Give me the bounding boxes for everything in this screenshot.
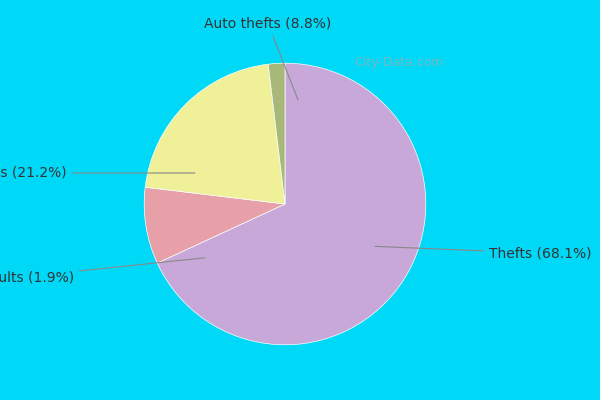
- Wedge shape: [144, 187, 285, 263]
- Wedge shape: [145, 64, 285, 204]
- Text: City-Data.com: City-Data.com: [354, 56, 443, 69]
- Wedge shape: [157, 63, 426, 345]
- Text: Burglaries (21.2%): Burglaries (21.2%): [0, 166, 195, 180]
- Text: Auto thefts (8.8%): Auto thefts (8.8%): [205, 17, 332, 100]
- Wedge shape: [268, 63, 285, 204]
- Text: Assaults (1.9%): Assaults (1.9%): [0, 258, 205, 284]
- Text: Thefts (68.1%): Thefts (68.1%): [375, 246, 592, 260]
